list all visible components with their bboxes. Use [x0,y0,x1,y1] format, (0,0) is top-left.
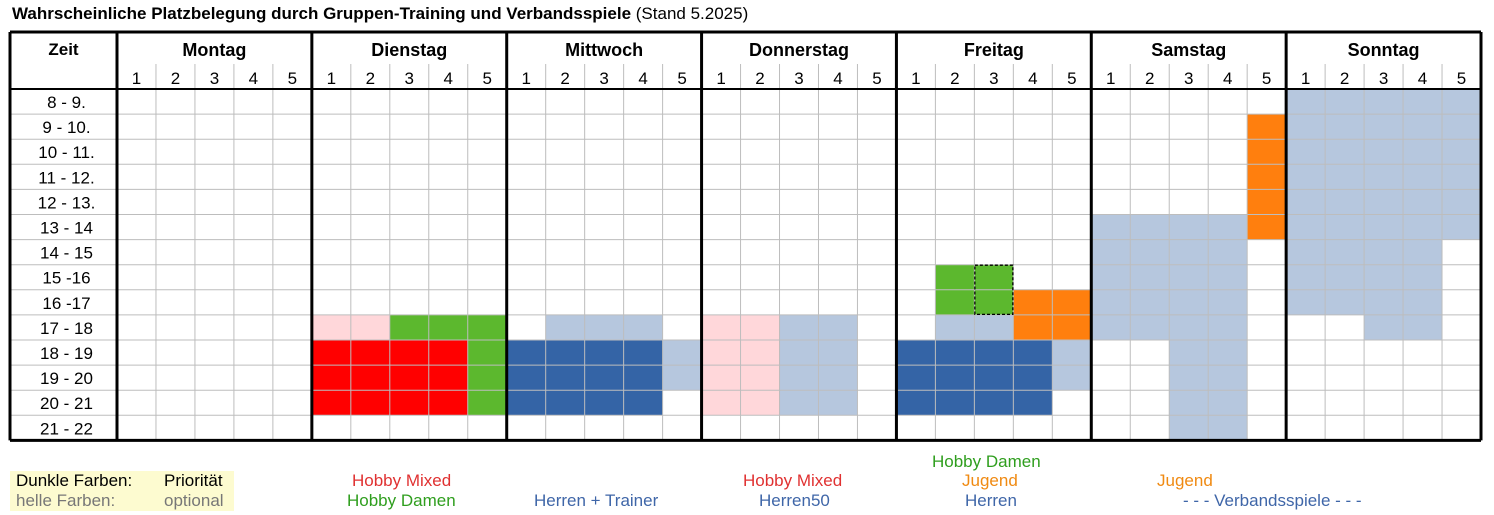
court-number: 4 [638,69,647,88]
booking-jugend [1247,114,1287,240]
time-slot-label: 20 - 21 [40,394,93,413]
time-column-header: Zeit [48,40,79,59]
booking-herren50-herren [545,314,663,340]
time-slot-label: 19 - 20 [40,369,93,388]
court-number: 5 [288,69,297,88]
time-slot-label: 13 - 14 [40,219,93,238]
court-number: 4 [249,69,258,88]
title-main: Wahrscheinliche Platzbelegung durch Grup… [12,4,632,23]
legend-entry: Herren + Trainer [534,491,659,510]
legend-entry: Jugend [1157,471,1213,490]
court-number: 2 [366,69,375,88]
time-slot-label: 10 - 11. [38,143,94,162]
day-header: Dienstag [371,40,447,60]
court-number: 3 [210,69,219,88]
court-number: 1 [1301,69,1310,88]
title-suffix: (Stand 5.2025) [635,4,749,23]
court-number: 2 [1340,69,1349,88]
time-slot-label: 12 - 13. [38,193,96,212]
time-slot-label: 16 -17 [42,294,90,313]
legend-entry: - - - Verbandsspiele - - - [1183,491,1362,510]
legend-entry: Herren50 [759,491,830,510]
court-number: 3 [989,69,998,88]
court-number: 2 [950,69,959,88]
court-number: 4 [1028,69,1037,88]
court-number: 1 [521,69,530,88]
day-header: Montag [182,40,246,60]
court-number: 5 [1457,69,1466,88]
court-number: 4 [444,69,453,88]
court-number: 5 [872,69,881,88]
court-number: 1 [132,69,141,88]
court-number: 2 [171,69,180,88]
legend-light-label: helle Farben: [16,491,116,510]
legend-dark-label: Dunkle Farben: [16,471,133,490]
court-number: 2 [560,69,569,88]
day-header: Mittwoch [565,40,643,60]
time-slot-label: 9 - 10. [42,118,90,137]
court-number: 2 [755,69,764,88]
page-title: Wahrscheinliche Platzbelegung durch Grup… [12,4,748,24]
court-number: 5 [1067,69,1076,88]
day-header: Donnerstag [749,40,849,60]
court-number: 3 [794,69,803,88]
day-header: Freitag [964,40,1024,60]
time-slot-label: 18 - 19 [40,344,93,363]
day-header: Sonntag [1348,40,1420,60]
time-slot-label: 14 - 15 [40,244,93,263]
legend-entry: Jugend [962,471,1018,490]
time-slot-label: 21 - 22 [40,419,93,438]
booking-hobby-damen [389,314,507,340]
time-slot-label: 17 - 18 [40,319,93,338]
court-number: 4 [833,69,842,88]
legend-entry: Herren [965,491,1017,510]
court-number: 3 [1184,69,1193,88]
legend-entry: Hobby Damen [347,491,456,510]
day-header: Samstag [1151,40,1226,60]
court-number: 5 [1262,69,1271,88]
tentative-booking-outline [974,264,1014,316]
legend-dark-value: Priorität [164,471,223,490]
time-slot-label: 8 - 9. [47,93,86,112]
court-number: 4 [1418,69,1427,88]
court-number: 5 [482,69,491,88]
court-number: 1 [911,69,920,88]
legend-entry: Hobby Damen [932,452,1041,471]
booking-hobby-damen [467,340,507,416]
court-number: 2 [1145,69,1154,88]
legend-light-value: optional [164,491,224,510]
court-number: 1 [1106,69,1115,88]
legend-entry: Hobby Mixed [352,471,452,490]
court-number: 3 [599,69,608,88]
legend-entry: Hobby Mixed [743,471,843,490]
time-slot-label: 15 -16 [42,269,90,288]
court-number: 3 [405,69,414,88]
legend-highlight [10,471,234,511]
court-number: 5 [677,69,686,88]
court-number: 4 [1223,69,1232,88]
time-slot-label: 11 - 12. [38,168,94,187]
court-number: 3 [1379,69,1388,88]
court-number: 1 [327,69,336,88]
court-number: 1 [716,69,725,88]
